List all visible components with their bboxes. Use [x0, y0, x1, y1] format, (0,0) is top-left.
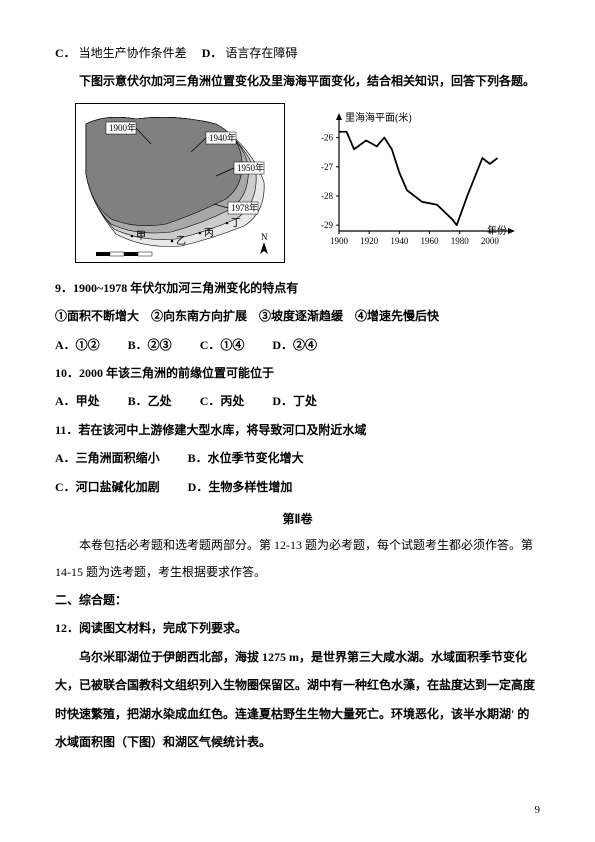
svg-text:1940: 1940 [390, 236, 409, 246]
svg-text:1940年: 1940年 [209, 132, 236, 143]
q11-num: 11． [55, 423, 78, 437]
q11-d: D．生物多样性增加 [188, 474, 293, 500]
section2: 二、综合题： [55, 587, 540, 613]
q12-text: 阅读图文材料，完成下列要求。 [79, 621, 247, 635]
svg-text:1900年: 1900年 [109, 122, 136, 133]
q10-options: A．甲处 B．乙处 C．丙处 D．丁处 [55, 388, 540, 414]
opt-d-text: 语言存在障碍 [225, 46, 297, 60]
svg-text:1900: 1900 [330, 236, 349, 246]
svg-text:2000: 2000 [481, 236, 500, 246]
sea-level-chart: 里海海平面(米)年份-26-27-28-29190019201940196019… [305, 103, 515, 253]
q9-a: A．①② [55, 332, 100, 358]
svg-text:-29: -29 [321, 220, 333, 230]
option-line-cd: C． 当地生产协作条件差 D． 语言存在障碍 [55, 40, 540, 66]
q11-text: 若在该河中上游修建大型水库，将导致河口及附近水域 [78, 423, 366, 437]
page-number: 9 [535, 798, 541, 822]
q9-num: 9． [55, 281, 73, 295]
q9: 9．1900~1978 年伏尔加河三角洲变化的特点有 [55, 275, 540, 301]
q10-b: B．乙处 [128, 388, 172, 414]
q10-c: C．丙处 [200, 388, 245, 414]
q10-text: 2000 年该三角洲的前缘位置可能位于 [79, 366, 274, 380]
q11: 11．若在该河中上游修建大型水库，将导致河口及附近水域 [55, 417, 540, 443]
map-svg: 1900年 1940年 1950年 1978年 甲 乙 丙 丁 [76, 104, 286, 264]
q11-a: A．三角洲面积缩小 [55, 445, 160, 471]
q10-a: A．甲处 [55, 388, 100, 414]
q9-b: B．②③ [128, 332, 172, 358]
svg-text:甲: 甲 [136, 231, 146, 242]
q9-d: D．②④ [272, 332, 317, 358]
svg-text:-26: -26 [321, 132, 333, 142]
svg-text:-28: -28 [321, 191, 333, 201]
passage-2: 时快速繁殖，把湖水染成血红色。连逢夏枯野生生物大量死亡。环境恶化，该半水期湖' … [55, 701, 540, 727]
opt-c-label: C． [55, 46, 76, 60]
passage-1: 大，已被联合国教科文组织列入生物圈保留区。湖中有一种红色水藻，在盐度达到一定高度 [55, 672, 540, 698]
q11-b: B．水位季节变化增大 [188, 445, 304, 471]
q10: 10．2000 年该三角洲的前缘位置可能位于 [55, 360, 540, 386]
svg-text:-27: -27 [321, 162, 333, 172]
part2-intro: 本卷包括必考题和选考题两部分。第 12-13 题为必考题，每个试题考生都必须作答… [55, 532, 540, 585]
q9-c: C．①④ [200, 332, 245, 358]
q12-num: 12． [55, 621, 79, 635]
opt-c-text: 当地生产协作条件差 [79, 46, 187, 60]
q9-options: A．①② B．②③ C．①④ D．②④ [55, 332, 540, 358]
part2-title: 第Ⅱ卷 [55, 506, 540, 532]
opt-d-label: D． [202, 46, 223, 60]
svg-text:里海海平面(米): 里海海平面(米) [345, 111, 412, 124]
q12: 12．阅读图文材料，完成下列要求。 [55, 615, 540, 641]
q9-circled: ①面积不断增大 ②向东南方向扩展 ③坡度逐渐趋缓 ④增速先慢后快 [55, 303, 540, 329]
svg-text:丁: 丁 [231, 218, 241, 229]
q10-num: 10． [55, 366, 79, 380]
svg-text:1980: 1980 [451, 236, 470, 246]
q9-text: 1900~1978 年伏尔加河三角洲变化的特点有 [73, 281, 298, 295]
chart-svg: 里海海平面(米)年份-26-27-28-29190019201940196019… [305, 103, 515, 253]
svg-text:1960: 1960 [421, 236, 440, 246]
svg-text:1950年: 1950年 [237, 162, 264, 173]
q11-options-ab: A．三角洲面积缩小 B．水位季节变化增大 [55, 445, 540, 471]
passage-0: 乌尔米耶湖位于伊朗西北部，海拔 1275 m，是世界第三大咸水湖。水域面积季节变… [55, 644, 540, 670]
q10-d: D．丁处 [272, 388, 317, 414]
intro-text: 下图示意伏尔加河三角洲位置变化及里海海平面变化，结合相关知识，回答下列各题。 [55, 68, 540, 94]
svg-text:N: N [261, 232, 268, 242]
svg-text:1978年: 1978年 [231, 202, 258, 213]
svg-text:1920: 1920 [360, 236, 379, 246]
svg-text:乙: 乙 [176, 235, 186, 247]
figures-row: 1900年 1940年 1950年 1978年 甲 乙 丙 丁 [75, 103, 540, 263]
q11-options-cd: C．河口盐碱化加剧 D．生物多样性增加 [55, 474, 540, 500]
delta-map: 1900年 1940年 1950年 1978年 甲 乙 丙 丁 [75, 103, 285, 263]
q11-c: C．河口盐碱化加剧 [55, 474, 160, 500]
passage-3: 水域面积图（下图）和湖区气候统计表。 [55, 729, 540, 755]
svg-text:丙: 丙 [204, 228, 214, 239]
